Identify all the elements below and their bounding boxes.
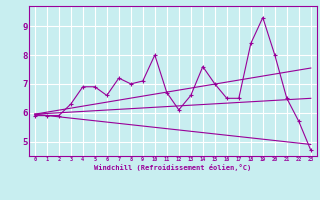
X-axis label: Windchill (Refroidissement éolien,°C): Windchill (Refroidissement éolien,°C) [94,164,252,171]
